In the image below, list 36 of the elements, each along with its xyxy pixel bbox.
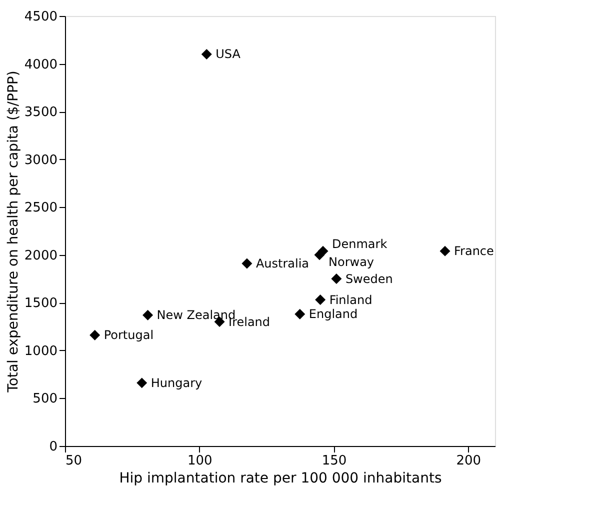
x-tick-label: 100: [187, 454, 212, 468]
y-tick-label: 3000: [24, 152, 58, 168]
annotation: Australia: [256, 256, 310, 270]
y-tick-label: 2000: [24, 248, 58, 264]
annotation: Norway: [328, 254, 374, 269]
y-tick-label: 3500: [24, 105, 58, 120]
y-tick-label: 1500: [24, 296, 58, 312]
annotation: France: [454, 244, 494, 258]
x-tick-label: 200: [456, 454, 482, 468]
y-tick-label: 4500: [24, 10, 58, 24]
y-axis-title: Total expenditure on health per capita ($/PPP): [5, 70, 22, 394]
annotation: Sweden: [345, 272, 393, 286]
point: [142, 310, 154, 320]
point: [314, 250, 325, 260]
point: [136, 378, 148, 388]
annotation: Denmark: [332, 237, 388, 252]
point: [331, 274, 342, 284]
point: [242, 258, 252, 269]
point: [315, 294, 326, 306]
y-tick-label: 2500: [24, 200, 58, 216]
annotation: Portugal: [104, 328, 154, 342]
x-axis-title: Hip implantation rate per 100 000 inhabitants: [119, 470, 442, 486]
point: [440, 246, 450, 256]
y-tick-label: 500: [32, 392, 58, 407]
annotation: Finland: [329, 292, 372, 307]
point: [201, 48, 212, 60]
point: [294, 308, 306, 320]
x-tick-label: 150: [322, 454, 347, 468]
annotation: England: [308, 307, 358, 322]
y-tick-label: 1000: [24, 344, 58, 359]
x-tick-label: 50: [66, 454, 82, 468]
y-tick-label: 4000: [24, 57, 58, 72]
point: [90, 330, 100, 340]
annotation: USA: [216, 47, 242, 62]
y-tick-label: 0: [49, 440, 58, 454]
annotation: Hungary: [150, 376, 202, 390]
